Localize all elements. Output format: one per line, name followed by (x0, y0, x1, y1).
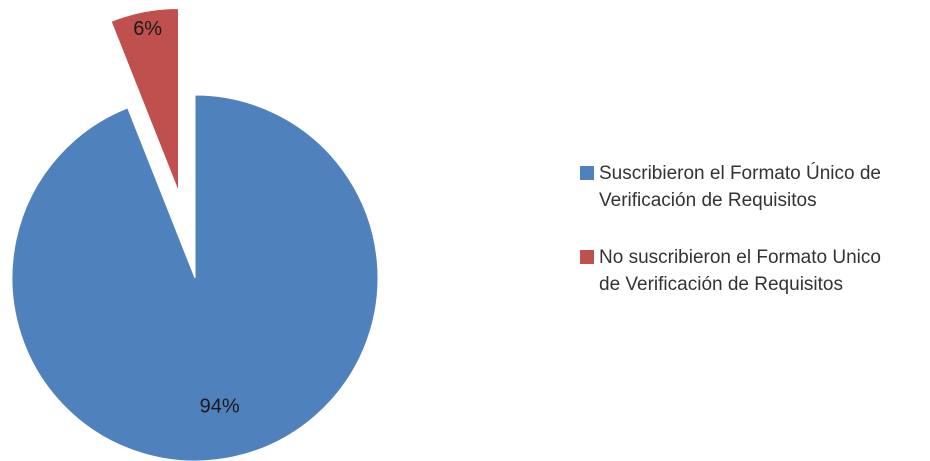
pie-slice-no-suscribieron (110, 8, 180, 192)
legend-swatch-no-suscribieron (580, 250, 594, 264)
data-label-no-suscribieron: 6% (133, 18, 162, 40)
legend-label-suscribieron: Suscribieron el Formato Único de Verific… (599, 163, 881, 211)
pie-slice-suscribieron (11, 94, 379, 461)
legend-swatch-suscribieron (580, 166, 594, 180)
legend-item-suscribieron: Suscribieron el Formato Único de Verific… (580, 160, 925, 214)
legend-label-no-suscribieron: No suscribieron el Formato Unico de Veri… (599, 247, 881, 295)
legend: Suscribieron el Formato Único de Verific… (580, 160, 925, 328)
data-label-suscribieron: 94% (200, 396, 240, 418)
legend-item-no-suscribieron: No suscribieron el Formato Unico de Veri… (580, 244, 925, 298)
